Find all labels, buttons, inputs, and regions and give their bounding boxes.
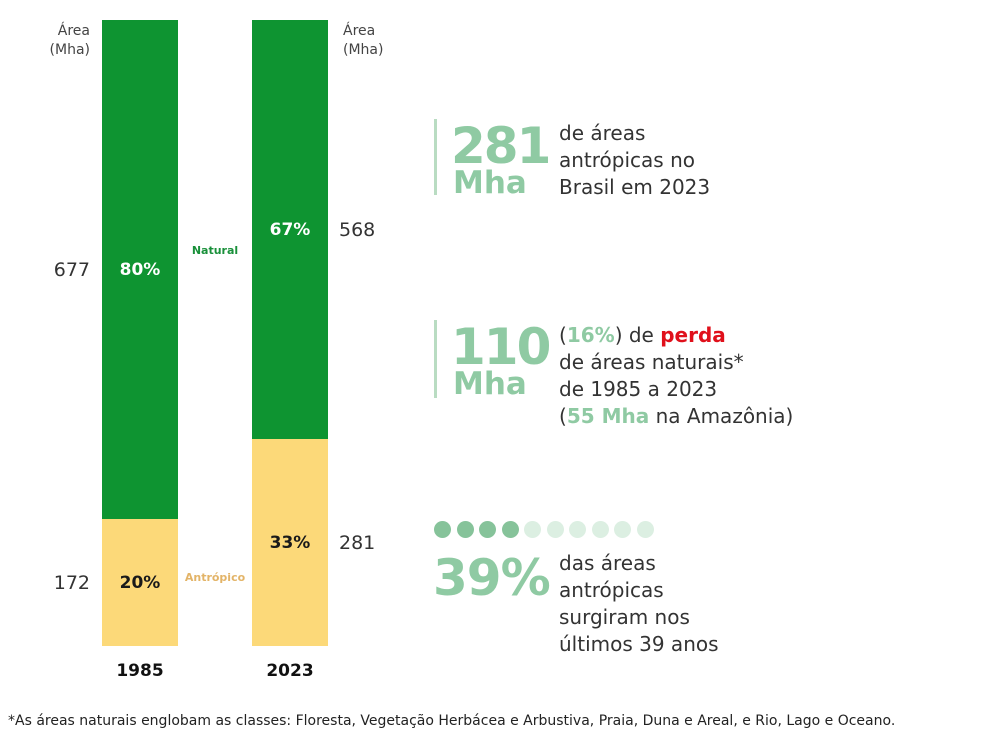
stat3-text: das áreas antrópicas surgiram nos último… <box>559 550 719 658</box>
stat1-line-2: antrópicas no <box>559 148 695 172</box>
dot-empty <box>546 521 564 538</box>
left-value-natural: 677 <box>53 258 90 281</box>
left-axis-label: Área (Mha) <box>49 23 90 58</box>
paren-open: ( <box>559 323 567 347</box>
dot-filled <box>434 521 451 538</box>
left-value-antropico: 172 <box>53 571 90 594</box>
x-tick-2023: 2023 <box>266 661 314 681</box>
bar-2023-natural <box>252 20 328 439</box>
stat3-line-1: das áreas <box>559 551 656 575</box>
stat2-line-4: (55 Mha na Amazônia) <box>559 403 793 430</box>
stat1-divider <box>434 119 437 195</box>
right-value-natural: 568 <box>339 218 376 241</box>
stat2-line-2: de áreas naturais* <box>559 350 744 374</box>
legend-natural: Natural <box>191 244 239 257</box>
amazon-text: na Amazônia) <box>649 404 794 428</box>
right-value-antropico: 281 <box>339 531 376 554</box>
loss-text: ) de <box>614 323 661 347</box>
paren-open-2: ( <box>559 404 567 428</box>
bar-1985-antropico <box>102 519 178 646</box>
dot-empty <box>614 521 631 538</box>
data-label-1985-antropico: 20% <box>119 572 161 593</box>
amazon-mha: 55 Mha <box>566 404 650 428</box>
stat1-text: de áreas antrópicas no Brasil em 2023 <box>559 120 710 201</box>
footnote: *As áreas naturais englobam as classes: … <box>8 713 896 729</box>
data-label-1985-natural: 80% <box>119 259 161 280</box>
dot-empty <box>569 521 586 538</box>
dot-filled <box>456 521 474 538</box>
stacked-bar-chart: 80% 20% 67% 33% 677 172 568 281 Natural … <box>0 0 420 700</box>
stat1-number: 281 <box>451 117 551 175</box>
dot-empty <box>591 521 609 538</box>
dot-filled <box>479 521 496 538</box>
data-label-2023-natural: 67% <box>269 219 311 240</box>
stat2-line-1: (16%) de perda <box>559 322 793 349</box>
dot-empty <box>636 521 654 538</box>
stat3-line-3: surgiram nos <box>559 605 690 629</box>
stat2-unit: Mha <box>453 366 527 402</box>
dot-filled <box>501 521 519 538</box>
dot-indicator <box>434 521 674 541</box>
stat2-text: (16%) de perda de áreas naturais* de 198… <box>559 322 793 430</box>
stat1-unit: Mha <box>453 165 527 201</box>
stat3-line-2: antrópicas <box>559 578 664 602</box>
dot-empty <box>524 521 541 538</box>
data-label-2023-antropico: 33% <box>269 532 311 553</box>
stat2-number: 110 <box>451 318 551 376</box>
x-tick-1985: 1985 <box>116 661 164 681</box>
loss-word: perda <box>660 323 726 347</box>
bar-2023-antropico <box>252 439 328 646</box>
stat1-line-1: de áreas <box>559 121 646 145</box>
legend-antropico: Antrópico <box>184 571 246 584</box>
stat3-number: 39% <box>433 549 551 607</box>
stat2-line-3: de 1985 a 2023 <box>559 377 718 401</box>
stat3-line-4: últimos 39 anos <box>559 632 719 656</box>
bar-1985-natural <box>102 20 178 519</box>
loss-percent: 16% <box>566 323 615 347</box>
stat2-divider <box>434 320 437 398</box>
stat1-line-3: Brasil em 2023 <box>559 175 711 199</box>
right-axis-label: Área (Mha) <box>343 23 384 58</box>
